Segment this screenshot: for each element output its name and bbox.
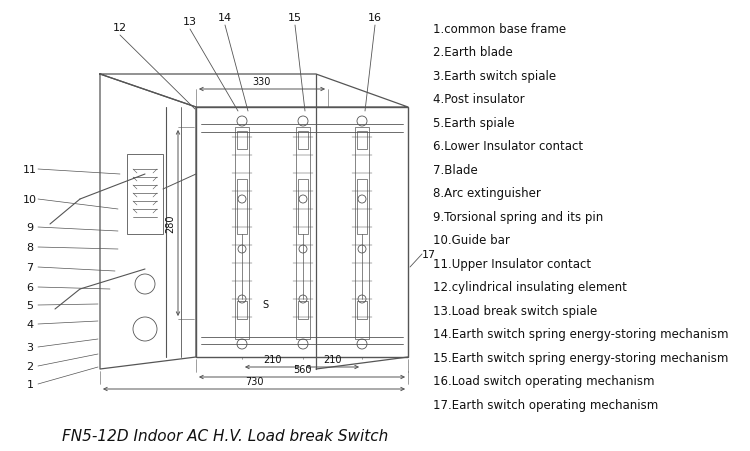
Text: 15: 15: [288, 13, 302, 23]
Text: 3: 3: [26, 342, 34, 352]
Text: 12: 12: [113, 23, 127, 33]
Text: 210: 210: [323, 354, 342, 364]
Text: 7.Blade: 7.Blade: [433, 164, 478, 176]
Text: 12.cylindrical insulating element: 12.cylindrical insulating element: [433, 281, 627, 294]
Text: 2.Earth blade: 2.Earth blade: [433, 46, 513, 59]
Text: 9.Torsional spring and its pin: 9.Torsional spring and its pin: [433, 211, 604, 223]
Bar: [237, 132, 247, 150]
Text: 560: 560: [292, 364, 311, 374]
Bar: [355, 128, 369, 339]
Text: 280: 280: [165, 214, 175, 233]
Bar: [235, 128, 249, 339]
Bar: [298, 301, 308, 319]
Bar: [237, 301, 247, 319]
Text: 1: 1: [26, 379, 34, 389]
Text: 330: 330: [253, 77, 272, 87]
Text: FN5-12D Indoor AC H.V. Load break Switch: FN5-12D Indoor AC H.V. Load break Switch: [62, 428, 388, 443]
Text: 13.Load break switch spiale: 13.Load break switch spiale: [433, 304, 598, 317]
Text: 10: 10: [23, 194, 37, 205]
Text: 2: 2: [26, 361, 34, 371]
Text: 16: 16: [368, 13, 382, 23]
Text: 6: 6: [26, 282, 34, 292]
Text: 8: 8: [26, 243, 34, 253]
Bar: [357, 301, 367, 319]
Bar: [357, 132, 367, 150]
Bar: [127, 155, 163, 235]
Text: 1.common base frame: 1.common base frame: [433, 23, 566, 36]
Text: 11.Upper Insulator contact: 11.Upper Insulator contact: [433, 258, 592, 270]
Text: 210: 210: [263, 354, 282, 364]
Text: S: S: [262, 299, 268, 309]
Text: 17: 17: [422, 249, 436, 259]
Bar: [298, 179, 308, 235]
Text: 730: 730: [244, 376, 263, 386]
Text: 3.Earth switch spiale: 3.Earth switch spiale: [433, 70, 556, 83]
Text: 13: 13: [183, 17, 197, 27]
Text: 7: 7: [26, 262, 34, 272]
Bar: [237, 179, 247, 235]
Text: 8.Arc extinguisher: 8.Arc extinguisher: [433, 187, 542, 200]
Text: 5.Earth spiale: 5.Earth spiale: [433, 117, 515, 129]
Text: 5: 5: [26, 300, 34, 310]
Text: 14.Earth switch spring energy-storing mechanism: 14.Earth switch spring energy-storing me…: [433, 328, 729, 341]
Text: 10.Guide bar: 10.Guide bar: [433, 234, 510, 247]
Bar: [298, 132, 308, 150]
Text: 9: 9: [26, 222, 34, 232]
Bar: [196, 108, 408, 357]
Bar: [296, 128, 310, 339]
Text: 6.Lower Insulator contact: 6.Lower Insulator contact: [433, 140, 584, 153]
Text: 14: 14: [218, 13, 232, 23]
Text: 4.Post insulator: 4.Post insulator: [433, 93, 525, 106]
Text: 11: 11: [23, 165, 37, 175]
Text: 15.Earth switch spring energy-storing mechanism: 15.Earth switch spring energy-storing me…: [433, 351, 729, 364]
Text: 16.Load switch operating mechanism: 16.Load switch operating mechanism: [433, 375, 655, 387]
Text: 4: 4: [26, 319, 34, 329]
Bar: [357, 179, 367, 235]
Text: 17.Earth switch operating mechanism: 17.Earth switch operating mechanism: [433, 398, 658, 411]
